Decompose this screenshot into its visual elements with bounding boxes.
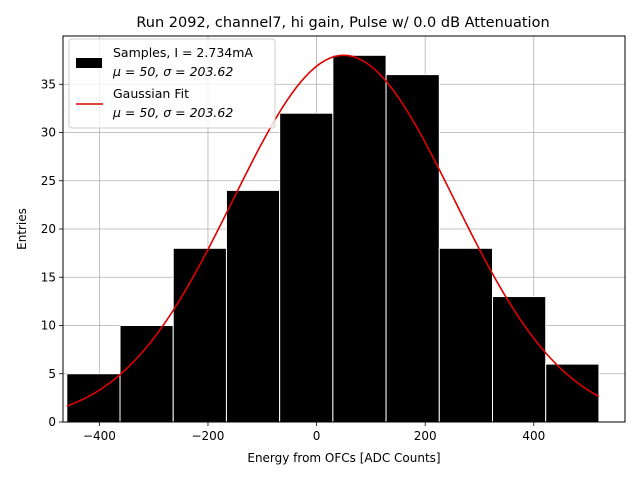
x-tick-label-3: 200 <box>414 429 437 443</box>
x-tick-label-1: −200 <box>191 429 224 443</box>
gaussian-fit-line <box>66 54 600 407</box>
y-tick-label-4: 20 <box>41 222 56 236</box>
x-tick-label-4: 400 <box>522 429 545 443</box>
histogram-bar-7 <box>438 247 494 423</box>
y-tick-label-2: 10 <box>41 319 56 333</box>
histogram-bar-8 <box>492 296 547 423</box>
histogram-bar-3 <box>225 189 281 423</box>
histogram-bar-5 <box>332 54 387 423</box>
y-tick-label-0: 0 <box>48 415 56 429</box>
x-axis-label: Energy from OFCs [ADC Counts] <box>247 451 440 465</box>
legend-samples-label: Samples, I = 2.734mA <box>113 45 253 60</box>
legend-fit-label: Gaussian Fit <box>113 86 189 101</box>
histogram-bars <box>66 54 600 423</box>
gaussian-fit-curve <box>66 54 600 407</box>
histogram-bar-1 <box>119 325 174 423</box>
x-axis-ticks: −400 −200 0 200 400 <box>83 422 545 443</box>
y-tick-label-3: 15 <box>41 270 56 284</box>
legend-samples-stats: μ = 50, σ = 203.62 <box>112 64 233 79</box>
y-axis-ticks: 0 5 10 15 20 25 30 35 <box>41 77 63 429</box>
legend-box <box>68 38 276 129</box>
x-tick-label-0: −400 <box>83 429 116 443</box>
legend-fit-stats: μ = 50, σ = 203.62 <box>112 105 233 120</box>
x-tick-label-2: 0 <box>313 429 321 443</box>
y-tick-label-6: 30 <box>41 126 56 140</box>
chart-title: Run 2092, channel7, hi gain, Pulse w/ 0.… <box>136 15 549 31</box>
legend-samples-swatch <box>76 58 102 68</box>
histogram-bar-2 <box>172 247 227 423</box>
histogram-bar-6 <box>385 74 440 423</box>
histogram-bar-9 <box>545 363 600 423</box>
y-tick-label-5: 25 <box>41 174 56 188</box>
y-tick-label-7: 35 <box>41 77 56 91</box>
legend: Samples, I = 2.734mA μ = 50, σ = 203.62 … <box>68 38 276 129</box>
y-tick-label-1: 5 <box>48 367 56 381</box>
histogram-bar-4 <box>279 112 334 423</box>
y-axis-label: Entries <box>15 208 29 250</box>
